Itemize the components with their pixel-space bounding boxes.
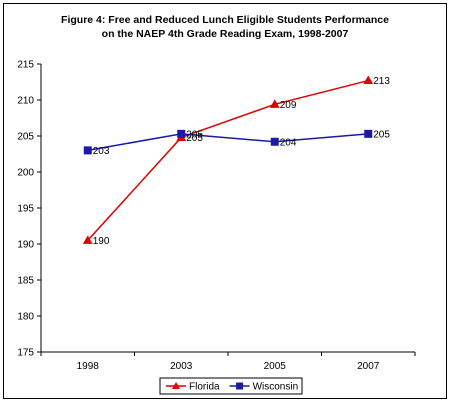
legend: Florida Wisconsin — [159, 377, 303, 395]
x-tick-label: 2003 — [170, 361, 193, 372]
legend-marker-wisconsin — [236, 382, 244, 390]
data-label-florida: 209 — [280, 100, 297, 111]
data-point-florida — [363, 75, 374, 85]
data-label-florida: 205 — [186, 133, 203, 144]
data-label-wisconsin: 205 — [373, 129, 390, 140]
data-point-wisconsin — [364, 129, 373, 138]
data-point-florida — [269, 99, 280, 108]
data-point-florida — [82, 235, 93, 244]
y-tick-label: 185 — [17, 276, 34, 287]
x-tick-label: 1998 — [77, 361, 100, 372]
chart-title-line-2: on the NAEP 4th Grade Reading Exam, 1998… — [101, 28, 349, 40]
data-label-florida: 213 — [373, 76, 390, 87]
data-point-wisconsin — [270, 137, 279, 146]
y-tick-label: 200 — [17, 168, 34, 179]
series-line-florida — [87, 79, 369, 241]
data-label-wisconsin: 203 — [93, 146, 110, 157]
legend-label-wisconsin: Wisconsin — [253, 382, 299, 393]
y-tick-label: 215 — [17, 60, 34, 71]
y-tick-label: 175 — [17, 348, 34, 359]
series-line-wisconsin — [87, 133, 369, 152]
y-tick-label: 180 — [17, 312, 34, 323]
axes: 175 180 185 190 195 200 205 210 215 1998 2003 2005 2… — [17, 60, 416, 372]
x-tick-label: 2005 — [264, 361, 287, 372]
data-label-wisconsin: 204 — [280, 137, 297, 148]
data-point-wisconsin — [83, 146, 92, 155]
legend-marker-florida — [172, 382, 180, 389]
series-layer: 190 205 209 213 203 205 204 205 — [82, 75, 390, 247]
series-florida: 190 205 209 213 — [82, 75, 390, 247]
legend-label-florida: Florida — [189, 382, 220, 393]
x-tick-label: 2007 — [357, 361, 380, 372]
data-label-wisconsin: 205 — [186, 129, 203, 140]
y-tick-label: 205 — [17, 132, 34, 143]
y-tick-label: 195 — [17, 204, 34, 215]
chart-frame — [3, 3, 447, 399]
data-label-florida: 190 — [93, 236, 110, 247]
y-tick-label: 210 — [17, 96, 34, 107]
chart-title-line-1: Figure 4: Free and Reduced Lunch Eligibl… — [61, 14, 389, 26]
data-point-wisconsin — [177, 129, 186, 138]
y-tick-label: 190 — [17, 240, 34, 251]
series-wisconsin: 203 205 204 205 — [83, 129, 390, 157]
